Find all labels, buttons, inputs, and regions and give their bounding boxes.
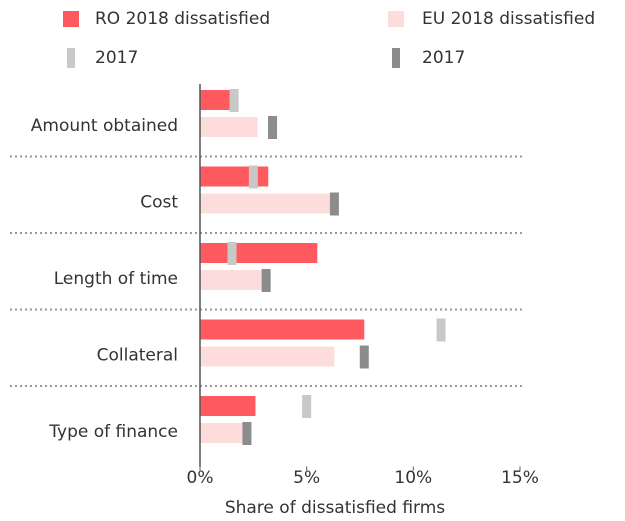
x-axis-label: Share of dissatisfied firms: [225, 498, 445, 518]
y-tick-label: Cost: [140, 193, 178, 213]
x-tick-label: 15%: [501, 468, 539, 488]
legend-swatch: [388, 11, 404, 27]
x-tick-label: 10%: [394, 468, 432, 488]
legend-swatch: [392, 48, 400, 68]
bar: [200, 319, 365, 340]
bar: [200, 346, 335, 367]
bar: [200, 423, 243, 443]
legend-label: 2017: [95, 48, 138, 68]
marker-2017: [436, 318, 446, 342]
legend-swatch: [63, 11, 79, 27]
bar: [200, 166, 269, 187]
x-tick-label: 5%: [293, 468, 320, 488]
bar: [200, 243, 318, 263]
y-tick-label: Length of time: [54, 269, 178, 289]
y-tick-label: Type of finance: [48, 422, 178, 442]
legend-label: 2017: [422, 48, 465, 68]
marker-2017: [261, 269, 271, 292]
y-tick-label: Collateral: [97, 346, 178, 366]
marker-2017: [248, 165, 258, 189]
bar: [200, 90, 230, 110]
marker-2017: [242, 422, 252, 445]
legend-swatch: [67, 48, 75, 68]
bar: [200, 117, 258, 137]
marker-2017: [229, 89, 239, 112]
legend-label: EU 2018 dissatisfied: [422, 9, 595, 29]
marker-2017: [227, 242, 237, 265]
legend-label: RO 2018 dissatisfied: [95, 9, 270, 29]
marker-2017: [302, 395, 312, 418]
y-tick-label: Amount obtained: [31, 116, 178, 136]
marker-2017: [329, 192, 339, 216]
bar: [200, 396, 256, 416]
bar: [200, 193, 331, 214]
marker-2017: [359, 345, 369, 369]
x-tick-label: 0%: [187, 468, 214, 488]
marker-2017: [268, 116, 278, 139]
bar: [200, 270, 262, 290]
